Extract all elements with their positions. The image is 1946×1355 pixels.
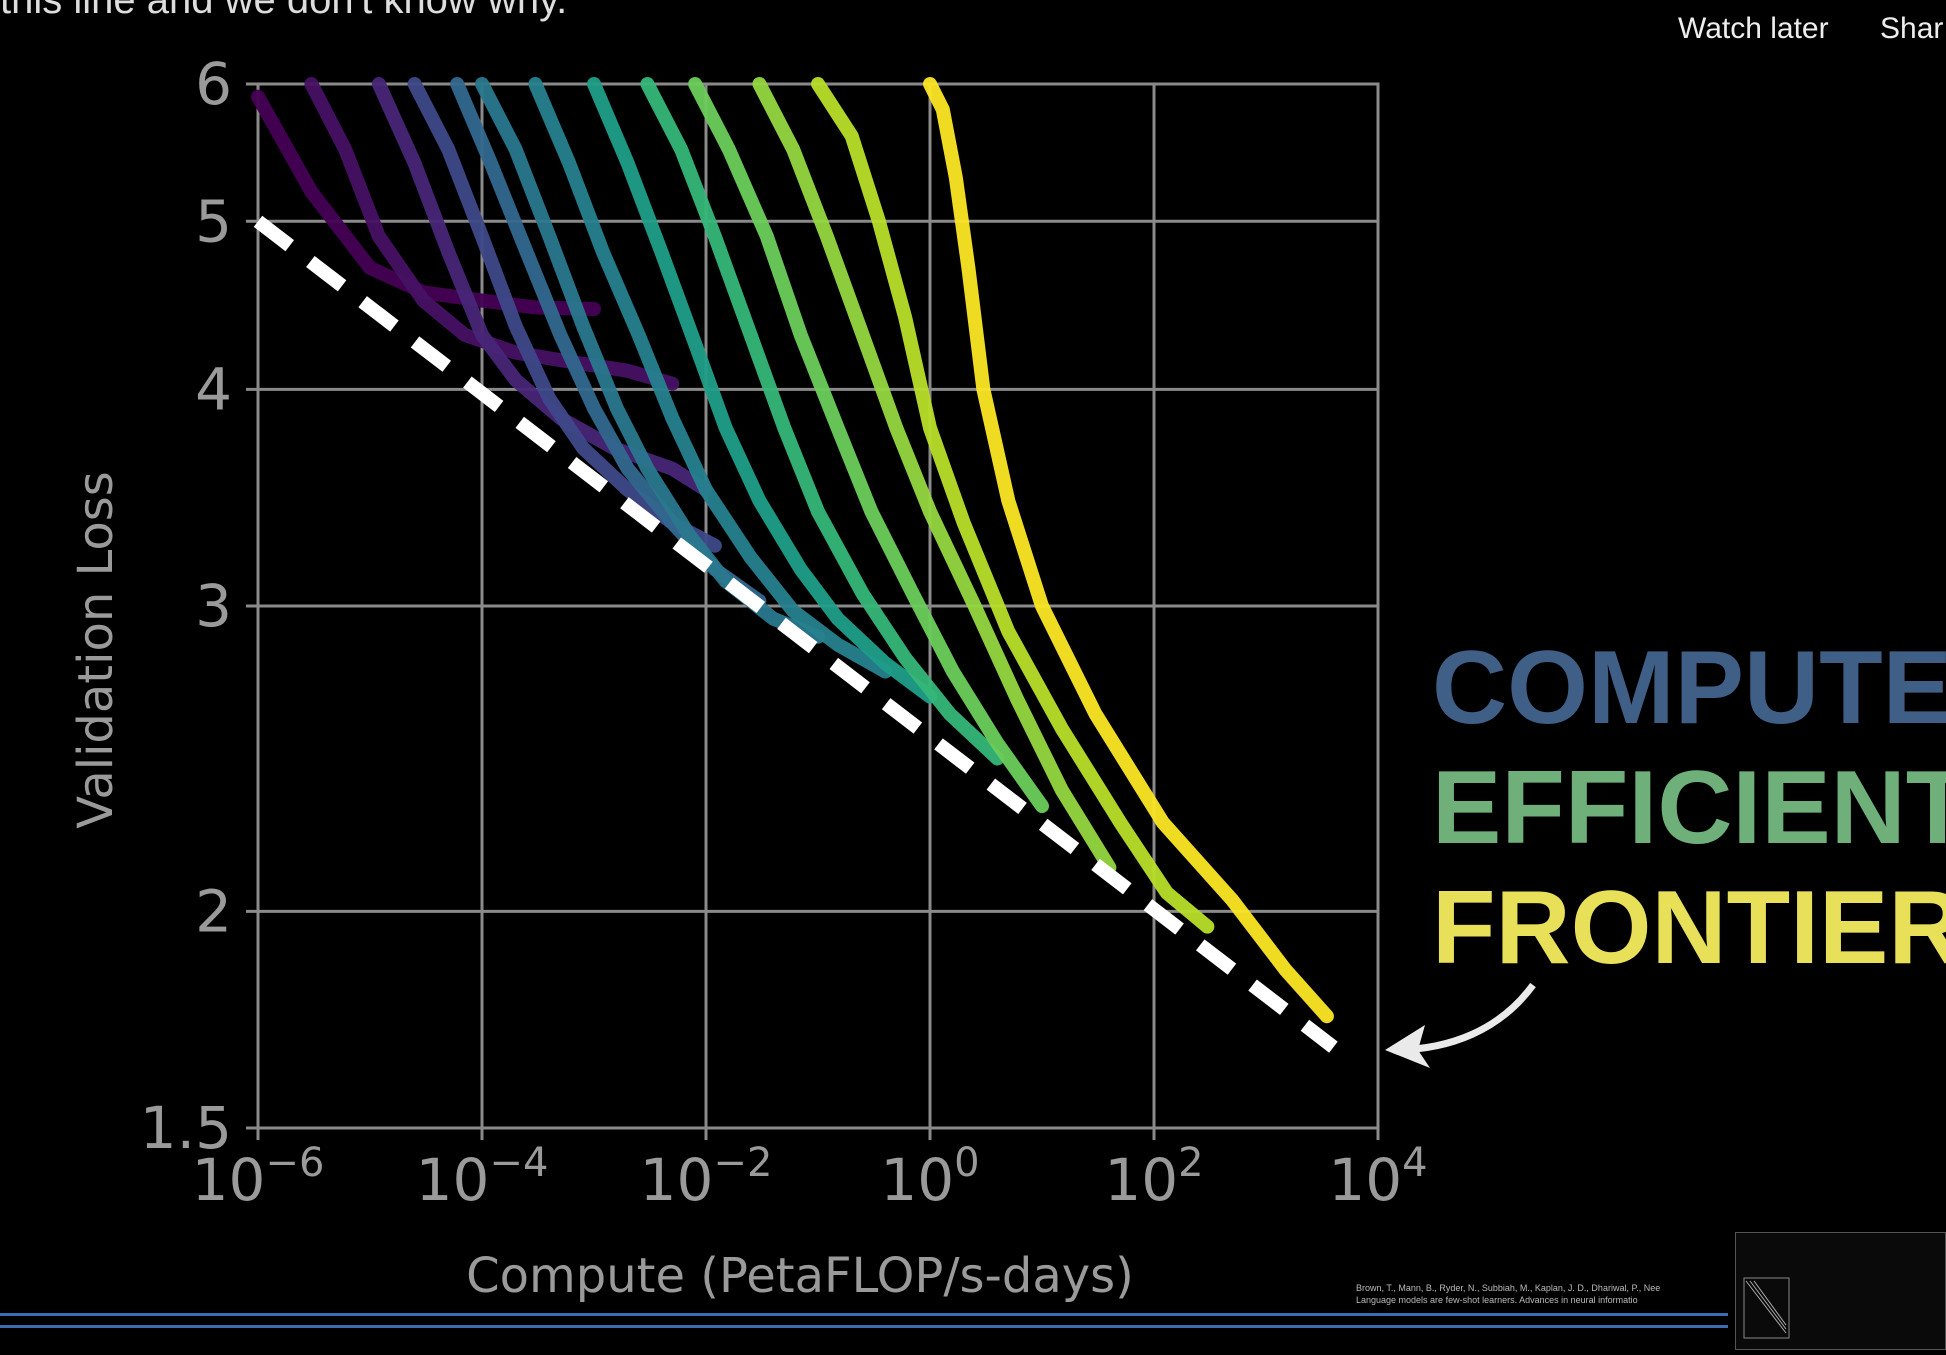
series-line-11 [811, 77, 1215, 934]
annotation-frontier: FRONTIER [1432, 870, 1946, 986]
series-line-10 [752, 77, 1117, 875]
y-tick-labels: 1.5 2 3 4 5 6 [140, 50, 232, 1162]
thumbnail-chart-icon [1743, 1277, 1790, 1339]
x-tick-label-3: 100 [880, 1140, 979, 1214]
annotation-efficient: EFFICIENT [1432, 750, 1946, 866]
y-tick-label-3: 4 [195, 355, 232, 423]
y-tick-label-1: 2 [195, 877, 232, 945]
series-line-8 [640, 77, 1005, 766]
series-line-6 [528, 77, 893, 679]
share-button[interactable]: Shar [1880, 12, 1944, 45]
frontier-layer [253, 215, 1338, 1053]
x-axis-label: Compute (PetaFLOP/s-days) [466, 1248, 1134, 1304]
frontier-dashed-line [253, 215, 1338, 1053]
x-tick-label-0: 10−6 [192, 1140, 325, 1214]
video-caption: this line and we don't know why. [0, 0, 568, 22]
x-tick-label-4: 102 [1104, 1140, 1203, 1214]
series-layer [251, 77, 1334, 1024]
video-thumbnail[interactable] [1735, 1232, 1946, 1350]
series-line-2 [371, 77, 713, 497]
progress-track-top [0, 1313, 1728, 1316]
series-line-9 [688, 77, 1049, 814]
annotation-compute: COMPUTE [1432, 630, 1946, 746]
citation-line-1: Brown, T., Mann, B., Ryder, N., Subbiah,… [1356, 1283, 1661, 1293]
y-tick-label-2: 3 [195, 572, 232, 640]
y-tick-label-5: 6 [195, 50, 232, 118]
series-line-7 [587, 77, 937, 704]
citation-line-2: Language models are few-shot learners. A… [1356, 1295, 1638, 1305]
series-line-1 [304, 77, 680, 391]
y-axis-label: Validation Loss [68, 471, 124, 829]
series-line-12 [923, 77, 1334, 1024]
y-tick-label-4: 5 [195, 187, 232, 255]
y-tick-label-0: 1.5 [140, 1094, 232, 1162]
progress-track-bottom [0, 1325, 1728, 1328]
citation: Brown, T., Mann, B., Ryder, N., Subbiah,… [1356, 1282, 1731, 1306]
grid-lines [246, 82, 1380, 1140]
x-tick-label-5: 104 [1328, 1140, 1427, 1214]
x-tick-label-1: 10−4 [416, 1140, 549, 1214]
frontier-arrow-head [1385, 1025, 1430, 1068]
x-tick-label-2: 10−2 [640, 1140, 773, 1214]
x-tick-labels: 10−6 10−4 10−2 100 102 104 [192, 1140, 1428, 1214]
watch-later-button[interactable]: Watch later [1678, 12, 1829, 45]
